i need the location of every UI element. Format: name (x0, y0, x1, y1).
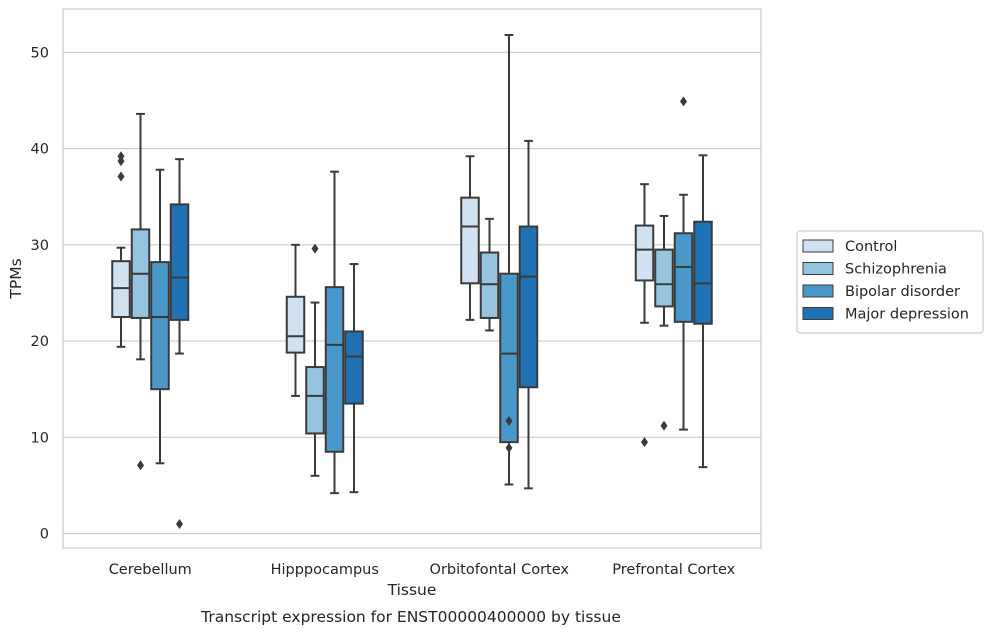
box-body (673, 232, 694, 323)
y-tick-label: 30 (31, 238, 49, 254)
box-body (344, 330, 364, 405)
outlier-point (117, 156, 125, 167)
box-body (499, 272, 519, 444)
outlier-point (641, 437, 648, 448)
box-bipolar-disorder (673, 96, 694, 431)
box-body (460, 196, 480, 285)
box-major-depression (693, 154, 713, 469)
outlier-point (137, 460, 144, 471)
y-tick-label: 10 (31, 430, 49, 446)
legend: Control Schizophrenia Bipolar disorder Majo… (796, 230, 984, 334)
outlier-point (311, 243, 319, 254)
box-bipolar-disorder (499, 33, 519, 486)
x-tick-labels: Cerebellum Hipppocampus Orbitofontal Corte… (109, 562, 736, 578)
box-control (285, 243, 306, 397)
chart-caption: Transcript expression for ENST0000040000… (200, 608, 621, 626)
box-major-depression (169, 158, 190, 529)
x-axis-label: Tissue (387, 581, 437, 599)
box-schizophrenia (130, 112, 151, 471)
box-body (169, 203, 190, 321)
box-bipolar-disorder (150, 168, 170, 465)
outlier-point (117, 171, 125, 182)
box-body (285, 295, 306, 354)
boxes (111, 33, 713, 529)
y-tick-label: 0 (40, 527, 49, 543)
legend-entry: Control (845, 239, 897, 255)
box-body (305, 366, 325, 435)
box-body (634, 224, 655, 282)
legend-entry: Schizophrenia (845, 262, 947, 278)
box-control (634, 183, 655, 448)
box-control (111, 151, 131, 348)
outlier-point (505, 415, 513, 426)
box-body (324, 286, 345, 453)
box-body (150, 261, 170, 391)
legend-entry: Major depression (845, 307, 969, 323)
legend-box (796, 230, 984, 334)
outlier-point (176, 518, 183, 529)
x-tick-label: Prefrontal Cortex (612, 562, 735, 578)
x-tick-label: Cerebellum (109, 562, 192, 578)
legend-swatch (802, 239, 834, 253)
box-bipolar-disorder (324, 170, 345, 495)
outlier-point (660, 420, 668, 431)
box-major-depression (344, 263, 364, 494)
legend-swatch (802, 284, 834, 298)
box-major-depression (518, 139, 539, 490)
y-tick-label: 40 (31, 142, 49, 158)
legend-swatch (802, 307, 834, 320)
y-tick-label: 50 (31, 45, 49, 61)
box-body (654, 248, 674, 308)
outlier-point (680, 96, 687, 107)
outlier-point (505, 442, 513, 453)
box-schizophrenia (479, 217, 500, 332)
legend-entry: Bipolar disorder (845, 284, 960, 300)
box-control (460, 155, 480, 321)
x-tick-label: Hipppocampus (271, 562, 379, 578)
box-body (518, 225, 539, 389)
box-body (693, 220, 713, 325)
y-tick-labels: 0 10 20 30 40 50 (31, 45, 49, 542)
y-axis-label: TPMs (7, 258, 25, 299)
legend-swatch (802, 262, 834, 275)
box-schizophrenia (305, 243, 325, 477)
box-schizophrenia (654, 214, 674, 431)
plot-area (62, 8, 762, 549)
y-tick-label: 20 (31, 334, 49, 350)
x-tick-label: Orbitofontal Cortex (430, 562, 570, 578)
